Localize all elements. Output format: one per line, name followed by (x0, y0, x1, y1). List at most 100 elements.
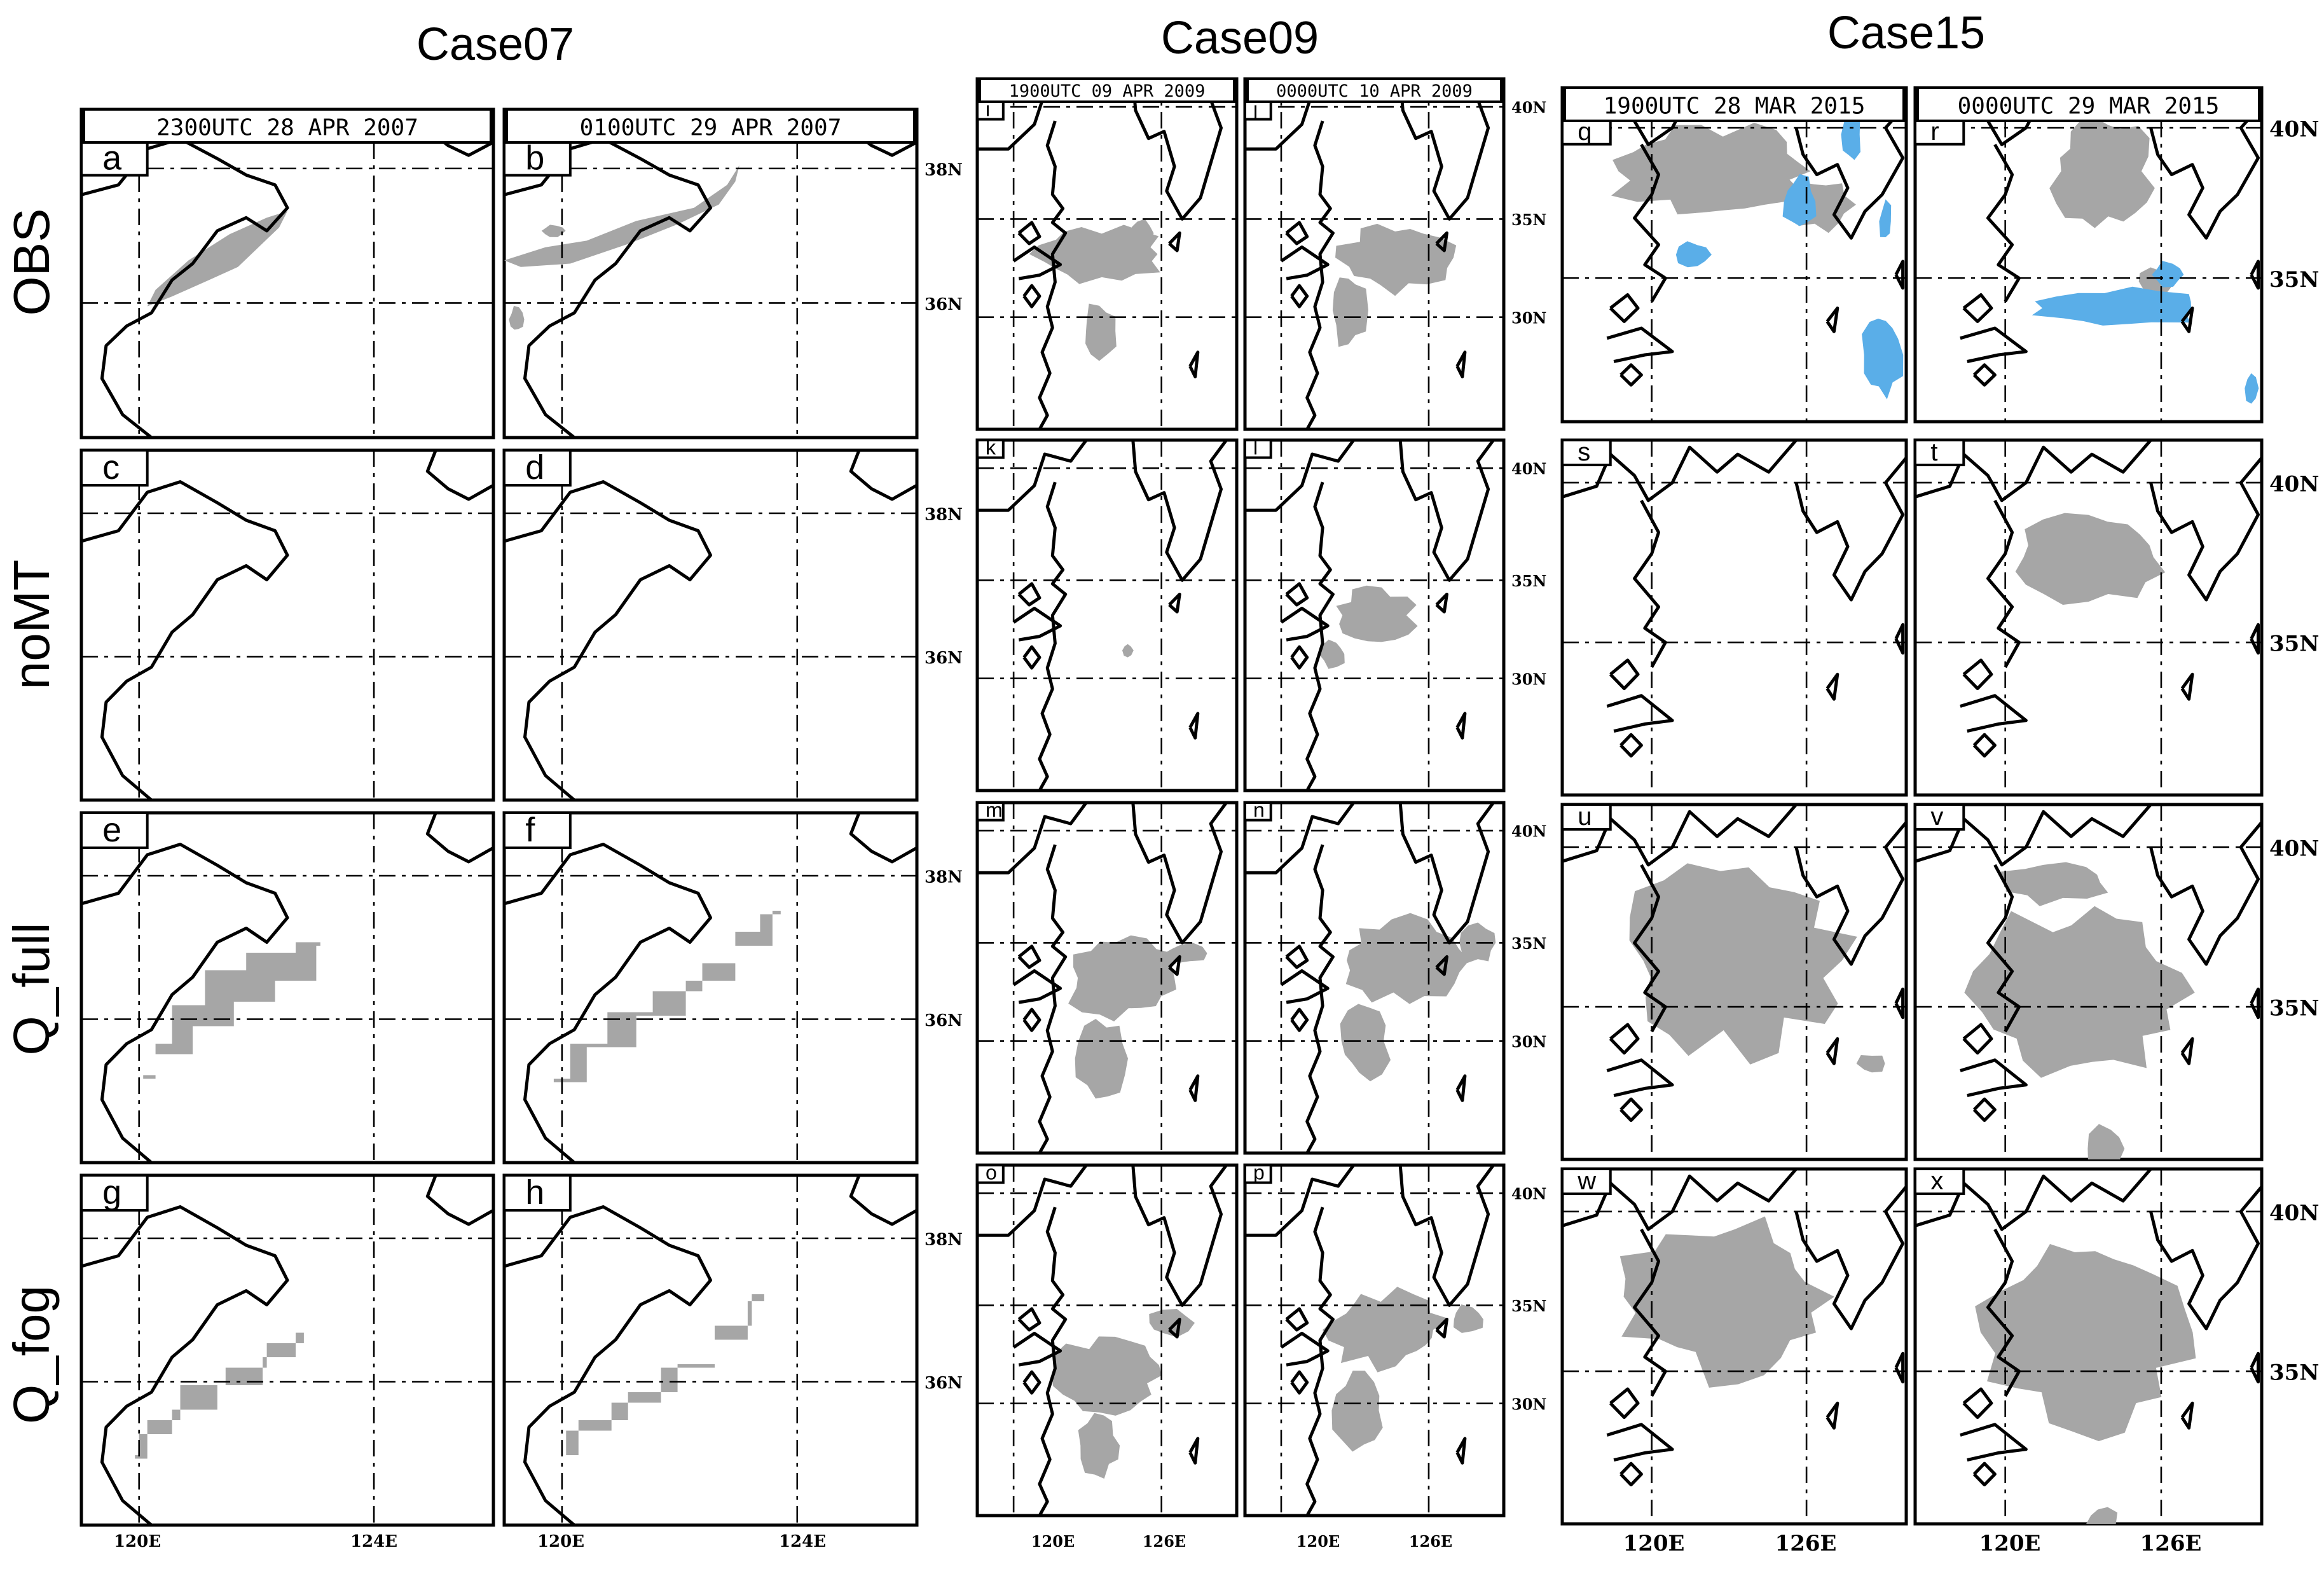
lat-tick: 35N (1511, 1297, 1546, 1315)
coastline (977, 1165, 1088, 1237)
lat-tick: 38N (925, 867, 963, 887)
fog-area (541, 225, 566, 237)
coastline (1188, 712, 1200, 740)
lat-tick: 40N (2269, 1201, 2319, 1226)
coastline (1794, 821, 1906, 966)
fog-area (553, 911, 781, 1082)
lat-tick: 30N (1511, 1395, 1546, 1413)
coastline (1131, 803, 1228, 944)
coastline (2149, 103, 2262, 240)
lat-tick: 40N (1511, 822, 1546, 841)
coastline (1435, 592, 1448, 614)
coastline (1606, 1423, 1674, 1462)
panel-letter-box (976, 801, 1005, 822)
coastline (1168, 1317, 1181, 1339)
panel-letter-box (503, 812, 572, 849)
coastline (1290, 1370, 1309, 1395)
panel-frame (79, 811, 495, 1165)
fog-area (1453, 1304, 1483, 1333)
coastline (81, 843, 289, 1163)
fog-area (143, 942, 320, 1079)
map-panel-b: 0100UTC 29 APR 2007 b 38N 36N (502, 107, 963, 439)
coastline (1012, 969, 1062, 1004)
map-panel-k: k (975, 436, 1239, 792)
coastline (2180, 672, 2194, 701)
obs-secondary-area (1782, 174, 1817, 226)
coastline (1894, 1351, 1905, 1384)
fog-area (1335, 223, 1457, 296)
coastline (1455, 712, 1467, 740)
lat-tick: 40N (2269, 836, 2319, 862)
map-panel-u: u (1560, 803, 1908, 1161)
panel-letter-box (976, 1164, 1005, 1184)
lat-tick: 40N (1511, 1185, 1546, 1203)
coastline (1022, 645, 1042, 670)
case-title-case09: Case09 (1161, 13, 1319, 64)
panel-letter-box (1561, 1168, 1612, 1196)
coastline (1962, 1023, 1993, 1055)
obs-secondary-area (1675, 241, 1712, 268)
panel-letter-box (503, 141, 572, 177)
coastline (1619, 1462, 1643, 1487)
panel-letter-box (1244, 100, 1272, 121)
coastline (1280, 607, 1330, 642)
panel-letter-x: x (1930, 1167, 1943, 1195)
fog-area (2086, 1507, 2118, 1524)
coastline (1168, 955, 1181, 976)
lat-tick: 30N (1511, 670, 1546, 688)
coastline (1633, 1228, 1667, 1397)
lon-tick-case09-a-126e: 126E (1143, 1532, 1186, 1551)
coastline (1435, 955, 1448, 976)
coastline (1826, 672, 1839, 701)
coastline (1986, 499, 2021, 668)
coastline (1972, 1462, 1997, 1487)
lon-tick-case09-b-126e: 126E (1409, 1532, 1452, 1551)
coastline (977, 803, 1088, 874)
coastline (1962, 293, 1993, 323)
coastline (1794, 103, 1906, 240)
fog-area (1856, 1055, 1885, 1073)
panel-letter-v: v (1930, 803, 1943, 831)
fog-area (504, 165, 739, 267)
lon-tick-case15-b-120e: 120E (1979, 1531, 2041, 1556)
coastline (1633, 499, 1667, 668)
coastline (1398, 803, 1495, 944)
coastline (1168, 231, 1181, 252)
coastline (1017, 1307, 1042, 1332)
map-panel-f: f 38N 36N (502, 811, 963, 1165)
date-label-box (83, 108, 492, 144)
fog-area (1331, 1371, 1383, 1452)
fog-area (1127, 219, 1154, 245)
panel-letter-a: a (102, 139, 122, 177)
panel-letter-p: p (1253, 1161, 1265, 1184)
coastline (1986, 1228, 2021, 1397)
fog-area (558, 1294, 764, 1455)
coastline (2250, 987, 2260, 1020)
coastline (1609, 1023, 1640, 1055)
fog-area (1975, 1244, 2196, 1441)
panel-letter-q: q (1578, 118, 1592, 146)
coastline (1894, 987, 1905, 1020)
map-panel-m: m (975, 799, 1239, 1155)
coastline (1826, 1401, 1839, 1430)
coastline (1398, 440, 1495, 582)
panel-letter-k: k (986, 436, 996, 459)
fog-area (135, 1332, 304, 1459)
coastline (2250, 623, 2260, 655)
coastline (1606, 694, 1674, 733)
coastline (1894, 259, 1905, 290)
coastline (1609, 658, 1640, 691)
coastline (1435, 1317, 1448, 1339)
fog-area (1164, 942, 1207, 963)
panel-letter-e: e (102, 811, 121, 849)
panel-frame (502, 448, 919, 802)
panel-frame (79, 107, 495, 439)
coastline (1455, 1437, 1467, 1465)
panel-letter-box (503, 1174, 572, 1212)
panel-letter-box (1914, 1168, 1965, 1196)
fog-area (1323, 1287, 1449, 1372)
coastline (2250, 259, 2260, 290)
fog-area (1629, 863, 1857, 1065)
coastline (2180, 307, 2194, 333)
row-label-obs: OBS (3, 209, 60, 316)
